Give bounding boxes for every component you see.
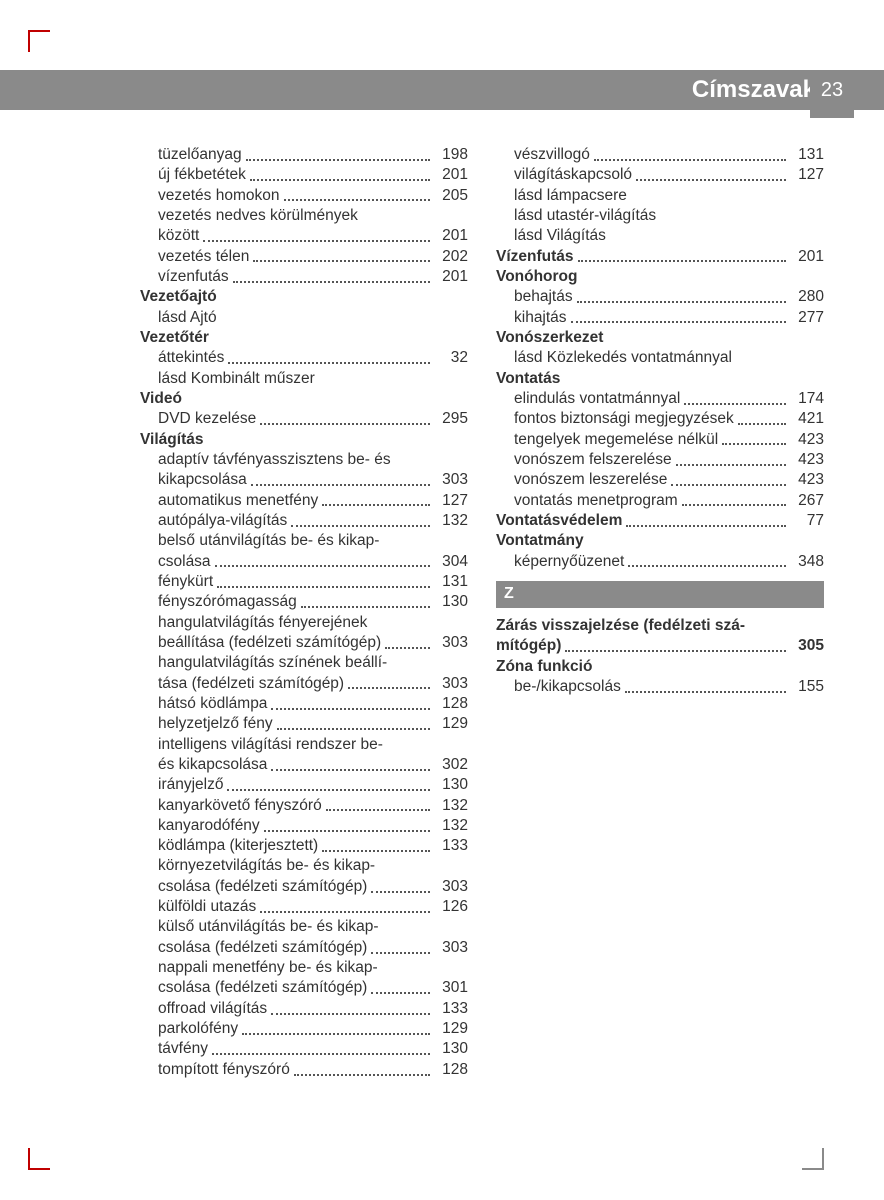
- index-entry: távfény130: [140, 1039, 468, 1059]
- index-entry: vonószem felszerelése423: [496, 450, 824, 470]
- index-entry: vontatás menetprogram267: [496, 491, 824, 511]
- index-column-left: tüzelőanyag198új fékbetétek201vezetés ho…: [140, 145, 468, 1140]
- index-xref: lásd utastér-világítás: [496, 206, 824, 226]
- index-entry: környezetvilágítás be- és kikap-: [140, 856, 468, 876]
- index-heading: Videó: [140, 389, 468, 409]
- index-entry: csolása304: [140, 552, 468, 572]
- index-entry: fénykürt131: [140, 572, 468, 592]
- page-number-tab: [810, 110, 854, 118]
- section-letter: Z: [496, 581, 824, 607]
- index-xref: lásd Közlekedés vontatmánnyal: [496, 348, 824, 368]
- index-heading-entry: Vontatásvédelem77: [496, 511, 824, 531]
- index-entry: vízenfutás201: [140, 267, 468, 287]
- index-xref: lásd Ajtó: [140, 308, 468, 328]
- index-entry: adaptív távfényasszisztens be- és: [140, 450, 468, 470]
- index-heading: Vezetőajtó: [140, 287, 468, 307]
- index-entry: helyzetjelző fény129: [140, 714, 468, 734]
- index-content: tüzelőanyag198új fékbetétek201vezetés ho…: [140, 145, 824, 1140]
- crop-mark-bottom-right: [802, 1168, 824, 1170]
- index-entry: vezetés nedves körülmények: [140, 206, 468, 226]
- index-entry: külföldi utazás126: [140, 897, 468, 917]
- index-entry: csolása (fedélzeti számítógép)303: [140, 938, 468, 958]
- index-xref: lásd Világítás: [496, 226, 824, 246]
- index-entry: világításkapcsoló127: [496, 165, 824, 185]
- index-entry: intelligens világítási rendszer be-: [140, 735, 468, 755]
- index-entry: áttekintés32: [140, 348, 468, 368]
- index-heading: Vonószerkezet: [496, 328, 824, 348]
- crop-mark-top-left: [28, 30, 50, 32]
- index-entry: fényszórómagasság130: [140, 592, 468, 612]
- index-heading: Zóna funkció: [496, 657, 824, 677]
- index-entry: hátsó ködlámpa128: [140, 694, 468, 714]
- index-entry: be-/kikapcsolás155: [496, 677, 824, 697]
- index-entry: beállítása (fedélzeti számítógép)303: [140, 633, 468, 653]
- index-heading: Vezetőtér: [140, 328, 468, 348]
- index-entry: csolása (fedélzeti számítógép)301: [140, 978, 468, 998]
- index-heading: Zárás visszajelzése (fedélzeti szá-: [496, 616, 824, 636]
- index-entry: autópálya-világítás132: [140, 511, 468, 531]
- index-entry: hangulatvilágítás színének beállí-: [140, 653, 468, 673]
- index-xref: lásd Kombinált műszer: [140, 369, 468, 389]
- page-number: 23: [810, 70, 854, 110]
- index-entry: irányjelző130: [140, 775, 468, 795]
- index-entry: kanyarodófény132: [140, 816, 468, 836]
- index-entry: hangulatvilágítás fényerejének: [140, 613, 468, 633]
- index-entry: behajtás280: [496, 287, 824, 307]
- index-entry: DVD kezelése295: [140, 409, 468, 429]
- index-entry: vezetés télen202: [140, 247, 468, 267]
- index-entry: tompított fényszóró128: [140, 1060, 468, 1080]
- index-column-right: vészvillogó131világításkapcsoló127lásd l…: [496, 145, 824, 1140]
- index-entry: és kikapcsolása302: [140, 755, 468, 775]
- index-entry: vészvillogó131: [496, 145, 824, 165]
- index-entry: belső utánvilágítás be- és kikap-: [140, 531, 468, 551]
- index-entry: külső utánvilágítás be- és kikap-: [140, 917, 468, 937]
- index-heading: Világítás: [140, 430, 468, 450]
- index-entry: kanyarkövető fényszóró132: [140, 796, 468, 816]
- index-entry: csolása (fedélzeti számítógép)303: [140, 877, 468, 897]
- index-entry: automatikus menetfény127: [140, 491, 468, 511]
- index-entry: között201: [140, 226, 468, 246]
- index-entry: vezetés homokon205: [140, 186, 468, 206]
- index-entry: parkolófény129: [140, 1019, 468, 1039]
- index-entry: tása (fedélzeti számítógép)303: [140, 674, 468, 694]
- index-heading: Vontatás: [496, 369, 824, 389]
- index-entry: kihajtás277: [496, 308, 824, 328]
- header-bar: Címszavak: [0, 70, 884, 110]
- index-entry: kikapcsolása303: [140, 470, 468, 490]
- header-title: Címszavak: [692, 76, 828, 104]
- index-heading: Vonóhorog: [496, 267, 824, 287]
- index-entry: fontos biztonsági megjegyzések421: [496, 409, 824, 429]
- index-heading: Vontatmány: [496, 531, 824, 551]
- index-entry: tüzelőanyag198: [140, 145, 468, 165]
- index-heading-entry: Vízenfutás201: [496, 247, 824, 267]
- index-entry: tengelyek megemelése nélkül423: [496, 430, 824, 450]
- index-entry: offroad világítás133: [140, 999, 468, 1019]
- index-entry: képernyőüzenet348: [496, 552, 824, 572]
- index-entry: nappali menetfény be- és kikap-: [140, 958, 468, 978]
- crop-mark-bottom-left: [28, 1168, 50, 1170]
- index-xref: lásd lámpacsere: [496, 186, 824, 206]
- index-heading-entry: mítógép)305: [496, 636, 824, 656]
- index-entry: elindulás vontatmánnyal174: [496, 389, 824, 409]
- index-entry: ködlámpa (kiterjesztett)133: [140, 836, 468, 856]
- index-entry: új fékbetétek201: [140, 165, 468, 185]
- index-entry: vonószem leszerelése423: [496, 470, 824, 490]
